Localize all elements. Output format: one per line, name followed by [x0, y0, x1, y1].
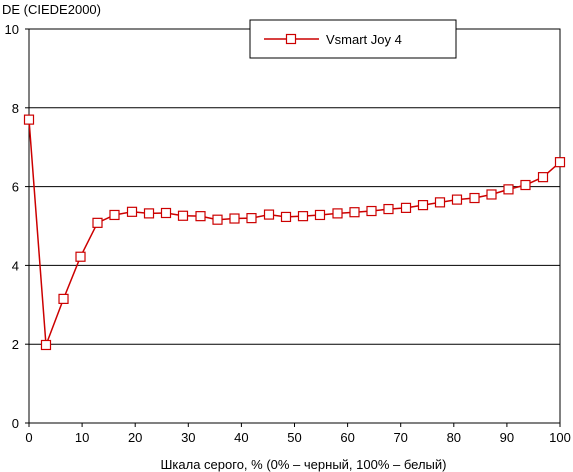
data-point [520, 179, 531, 191]
data-point [400, 202, 412, 213]
y-axis-title: DE (CIEDE2000) [2, 2, 101, 17]
data-point [40, 339, 52, 351]
x-tick-label: 0 [25, 430, 32, 445]
data-point [503, 184, 514, 195]
data-point [332, 208, 343, 219]
series-line [28, 119, 561, 346]
series-layer [23, 114, 566, 351]
data-point [434, 197, 446, 208]
data-point [23, 114, 35, 125]
data-point [58, 293, 69, 304]
legend: Vsmart Joy 4 [249, 19, 457, 59]
legend-label: Vsmart Joy 4 [326, 32, 402, 47]
data-point [177, 210, 189, 221]
x-axis-title: Шкала серого, % (0% – черный, 100% – бел… [161, 457, 447, 472]
x-tick-label: 70 [393, 430, 407, 445]
data-point [366, 205, 377, 217]
data-point [314, 209, 326, 221]
data-point [263, 209, 275, 220]
data-point [229, 213, 240, 224]
y-tick-label: 0 [12, 416, 19, 431]
data-point [383, 203, 394, 215]
x-tick-label: 60 [340, 430, 354, 445]
data-point [349, 207, 360, 218]
data-point [246, 213, 257, 224]
data-point [280, 211, 292, 223]
data-point [451, 194, 463, 205]
x-tick-label: 90 [500, 430, 514, 445]
data-point [126, 206, 138, 217]
data-point [92, 217, 103, 228]
x-tick-label: 10 [75, 430, 89, 445]
data-point [75, 251, 86, 262]
data-point [486, 189, 497, 200]
data-point [469, 192, 480, 204]
legend-square-marker [285, 33, 297, 45]
x-tick-label: 80 [447, 430, 461, 445]
x-tick-label: 50 [287, 430, 301, 445]
data-point [297, 211, 309, 222]
data-point [212, 214, 223, 225]
data-point [537, 172, 549, 183]
x-tick-label: 20 [128, 430, 142, 445]
y-tick-label: 4 [12, 258, 19, 273]
grid-lines [29, 107, 560, 345]
x-tick-label: 100 [549, 430, 571, 445]
y-tick-label: 2 [12, 337, 19, 352]
y-tick-label: 10 [5, 22, 19, 37]
y-tick-label: 8 [12, 101, 19, 116]
data-point [160, 207, 172, 219]
data-point [417, 200, 429, 211]
data-point [195, 211, 206, 222]
data-point [143, 208, 155, 219]
data-point [109, 209, 120, 221]
x-tick-label: 30 [181, 430, 195, 445]
x-tick-label: 40 [234, 430, 248, 445]
plot-area [28, 28, 561, 424]
data-point [554, 157, 566, 168]
y-tick-label: 6 [12, 180, 19, 195]
